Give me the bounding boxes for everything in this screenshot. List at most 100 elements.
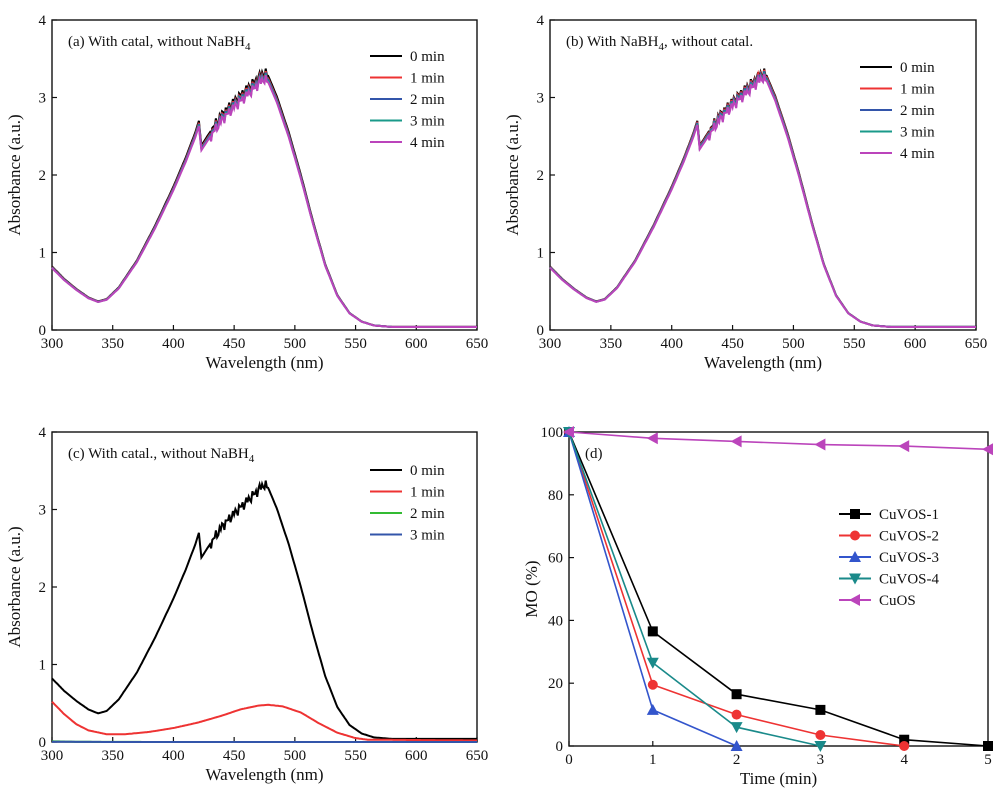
data-point xyxy=(899,741,910,751)
y-tick-label: 1 xyxy=(39,658,47,674)
panel-label: (b) With NaBH4, without catal. xyxy=(566,34,753,53)
series-line xyxy=(568,431,989,451)
data-point xyxy=(731,689,742,700)
data-point xyxy=(814,741,827,752)
data-point xyxy=(849,573,861,585)
y-axis-title: Absorbance (a.u.) xyxy=(5,114,24,235)
legend-label: 1 min xyxy=(410,485,445,501)
series-line xyxy=(51,72,477,328)
legend-label: 4 min xyxy=(410,135,445,151)
panel-label-subscript: 4 xyxy=(658,41,664,53)
x-tick-label: 3 xyxy=(817,752,825,768)
panel-c: 300 350 400 450 500 550 600 650 0 1 2 3 4 Wavelength … xyxy=(5,425,488,784)
y-tick-label: 4 xyxy=(537,13,545,29)
y-tick-label: 100 xyxy=(541,425,564,441)
panel-b: 300 350 400 450 500 550 600 650 0 1 2 3 4 Wavelength … xyxy=(503,13,987,372)
plot-frame xyxy=(51,19,478,331)
legend: 0 min 1 min 2 min 3 min 4 min xyxy=(860,60,935,162)
x-tick-label: 600 xyxy=(904,336,927,352)
x-tick-label: 650 xyxy=(466,748,489,764)
x-tick-label: 500 xyxy=(284,748,307,764)
legend-label: 0 min xyxy=(900,60,935,76)
series-line xyxy=(51,74,477,328)
x-tick-label: 400 xyxy=(660,336,683,352)
x-tick-label: 400 xyxy=(162,748,185,764)
series-line xyxy=(51,70,477,328)
x-tick-label: 300 xyxy=(539,336,562,352)
y-tick-label: 1 xyxy=(39,246,47,262)
data-point xyxy=(730,740,743,751)
panel-label: (d) xyxy=(585,446,603,462)
legend-label: 0 min xyxy=(410,463,445,479)
y-tick-label: 0 xyxy=(39,323,47,339)
y-tick-label: 80 xyxy=(548,488,563,504)
series-line xyxy=(51,700,478,742)
x-tick-label: 300 xyxy=(41,748,64,764)
y-tick-label: 0 xyxy=(556,739,564,755)
x-tick-label: 350 xyxy=(101,748,124,764)
panel-label: (c) With catal., without NaBH4 xyxy=(68,446,255,465)
legend-label: 3 min xyxy=(900,125,935,141)
legend-label: 1 min xyxy=(410,71,445,87)
y-tick-label: 1 xyxy=(537,246,545,262)
data-point xyxy=(982,443,993,456)
panel-label: (a) With catal, without NaBH4 xyxy=(68,34,251,53)
legend-label: CuVOS-2 xyxy=(879,529,939,545)
data-point xyxy=(983,741,993,751)
y-tick-label: 40 xyxy=(548,613,563,629)
x-tick-label: 600 xyxy=(405,748,428,764)
x-tick-label: 1 xyxy=(649,752,657,768)
legend-label: 4 min xyxy=(900,146,935,162)
data-point xyxy=(646,657,659,669)
x-tick-label: 500 xyxy=(782,336,805,352)
series-line xyxy=(568,431,737,747)
data-point xyxy=(647,626,658,637)
legend: 0 min 1 min 2 min 3 min 4 min xyxy=(370,49,445,151)
x-tick-label: 350 xyxy=(101,336,124,352)
legend-label: CuVOS-4 xyxy=(879,572,940,588)
data-point xyxy=(646,703,659,715)
data-point xyxy=(850,509,860,519)
legend-label: 2 min xyxy=(410,506,445,522)
data-point xyxy=(815,704,826,715)
data-point xyxy=(814,438,826,451)
legend-label: CuOS xyxy=(879,593,916,609)
x-tick-label: 500 xyxy=(284,336,307,352)
y-tick-label: 0 xyxy=(537,323,545,339)
legend-label: 3 min xyxy=(410,528,445,544)
data-point xyxy=(849,594,860,606)
x-axis-title: Wavelength (nm) xyxy=(205,353,323,372)
x-tick-label: 4 xyxy=(900,752,908,768)
x-tick-label: 5 xyxy=(984,752,992,768)
panel-label-tail: , without catal. xyxy=(664,34,753,50)
y-tick-label: 3 xyxy=(39,503,47,519)
x-tick-label: 0 xyxy=(565,752,573,768)
x-tick-label: 550 xyxy=(344,748,367,764)
panel-label-subscript: 4 xyxy=(245,41,251,53)
legend-label: 0 min xyxy=(410,49,445,65)
series-line xyxy=(549,73,976,328)
legend-label: CuVOS-3 xyxy=(879,550,939,566)
panel-label-subscript: 4 xyxy=(249,453,255,465)
x-tick-label: 550 xyxy=(344,336,367,352)
data-point xyxy=(898,440,910,453)
y-tick-label: 0 xyxy=(39,735,47,751)
legend-label: 3 min xyxy=(410,114,445,130)
x-tick-label: 600 xyxy=(405,336,428,352)
y-tick-label: 2 xyxy=(39,168,47,184)
legend: CuVOS-1 CuVOS-2 CuVOS-3 CuVOS-4 CuOS xyxy=(839,507,940,609)
y-tick-label: 4 xyxy=(39,425,47,441)
x-tick-label: 450 xyxy=(223,748,246,764)
data-point xyxy=(899,734,910,745)
y-tick-label: 2 xyxy=(537,168,545,184)
x-tick-label: 350 xyxy=(600,336,623,352)
y-tick-label: 20 xyxy=(548,676,563,692)
y-tick-label: 2 xyxy=(39,580,47,596)
y-tick-label: 3 xyxy=(537,91,545,107)
data-point xyxy=(730,435,742,448)
panel-d: 0 1 2 3 4 5 0 20 40 60 80 100 Time (min) MO (%) (d) CuV… xyxy=(522,425,993,788)
y-axis-title: Absorbance (a.u.) xyxy=(503,114,522,235)
y-tick-label: 3 xyxy=(39,91,47,107)
data-point xyxy=(849,551,861,562)
y-tick-label: 60 xyxy=(548,551,563,567)
